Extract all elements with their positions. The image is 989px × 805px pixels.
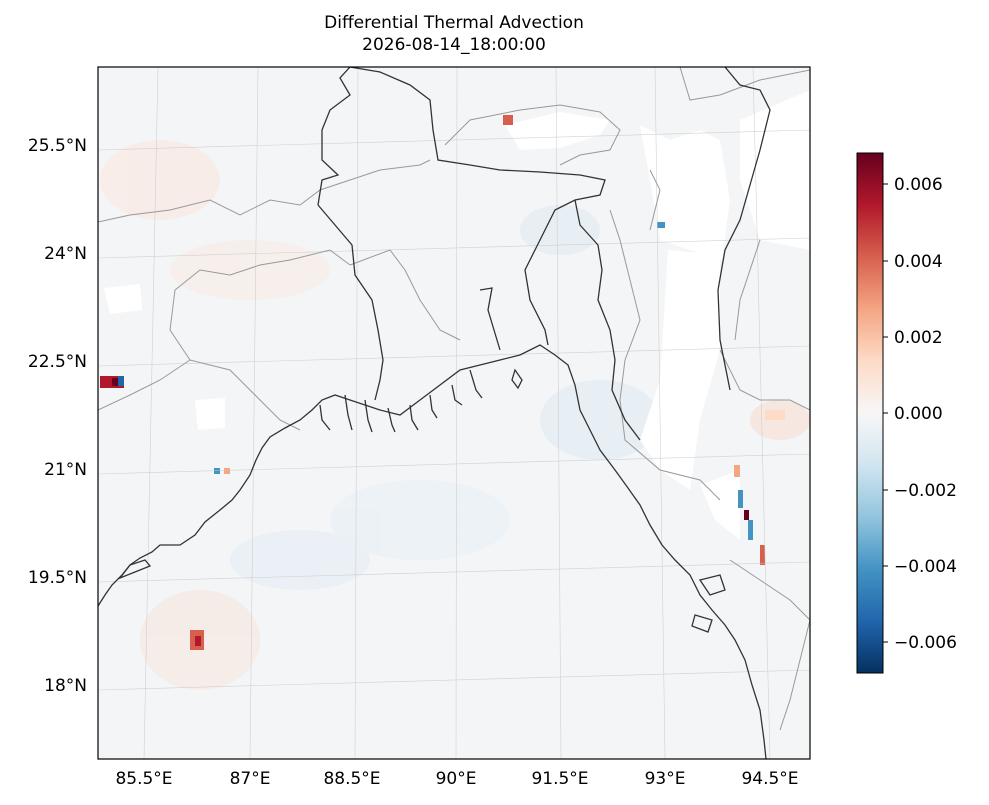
lon-label-87: 87°E xyxy=(230,769,271,789)
lon-label-85-5: 85.5°E xyxy=(115,769,172,789)
lon-label-88-5: 88.5°E xyxy=(323,769,380,789)
lat-label-21: 21°N xyxy=(44,460,87,480)
colorbar-label-neg-0-006: −0.006 xyxy=(894,633,957,653)
colorbar-labels: 0.006 0.004 0.002 0.000 −0.002 −0.004 −0… xyxy=(894,175,957,653)
political-borders xyxy=(98,67,810,731)
map-frame xyxy=(97,66,811,760)
colorbar-label-0-004: 0.004 xyxy=(894,252,943,272)
colorbar-ticks xyxy=(883,183,888,643)
lat-label-18: 18°N xyxy=(44,676,87,696)
colorbar: 0.006 0.004 0.002 0.000 −0.002 −0.004 −0… xyxy=(856,152,957,674)
coastline xyxy=(98,67,771,759)
map-panel xyxy=(98,67,810,759)
chart-subtitle-datetime: 2026-08-14_18:00:00 xyxy=(362,35,546,55)
lon-label-93: 93°E xyxy=(645,769,686,789)
lat-label-22-5: 22.5°N xyxy=(28,352,87,372)
lat-label-24: 24°N xyxy=(44,244,87,264)
latitude-labels: 25.5°N 24°N 22.5°N 21°N 19.5°N 18°N xyxy=(28,136,87,696)
lat-label-25-5: 25.5°N xyxy=(28,136,87,156)
colorbar-label-neg-0-004: −0.004 xyxy=(894,557,957,577)
colorbar-label-0-000: 0.000 xyxy=(894,404,943,424)
lon-label-90: 90°E xyxy=(436,769,477,789)
colorbar-bar xyxy=(856,152,884,674)
chart-title: Differential Thermal Advection xyxy=(324,13,584,33)
lon-label-94-5: 94.5°E xyxy=(741,769,798,789)
longitude-labels: 85.5°E 87°E 88.5°E 90°E 91.5°E 93°E 94.5… xyxy=(115,769,798,789)
colorbar-label-0-002: 0.002 xyxy=(894,328,943,348)
masked-regions xyxy=(104,90,810,540)
advection-hotspots xyxy=(100,115,785,650)
lon-label-91-5: 91.5°E xyxy=(531,769,588,789)
lat-label-19-5: 19.5°N xyxy=(28,568,87,588)
colorbar-label-neg-0-002: −0.002 xyxy=(894,481,957,501)
colorbar-label-0-006: 0.006 xyxy=(894,175,943,195)
